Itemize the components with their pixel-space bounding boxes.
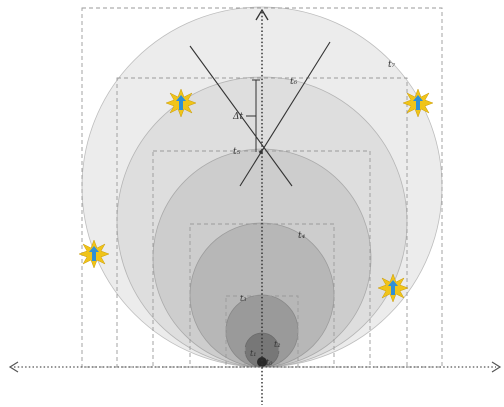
label-t3: t₃	[240, 294, 246, 303]
cone-line-left	[189, 45, 293, 187]
delta-t-bracket	[246, 79, 260, 152]
label-t7: t₇	[388, 60, 396, 70]
arrow-up-icon	[255, 8, 269, 21]
label-t0: t₀	[266, 358, 273, 367]
vertical-axis	[255, 8, 269, 405]
arrow-right-icon	[491, 361, 502, 373]
starburst-up-arrow-icon	[78, 239, 110, 269]
starburst-up-arrow-icon	[402, 88, 434, 118]
label-t5: t₅	[233, 147, 241, 157]
arrow-left-icon	[8, 361, 19, 373]
label-t4: t₄	[298, 231, 306, 241]
label-t1: t₁	[250, 349, 256, 358]
cone-lines	[189, 41, 331, 187]
label-t2: t₂	[274, 340, 280, 349]
starburst-up-arrow-icon	[165, 88, 197, 118]
starburst-up-arrow-icon	[377, 273, 409, 303]
circle-t0	[257, 357, 267, 367]
t5-point	[259, 150, 263, 154]
horizontal-axis	[8, 361, 502, 373]
label-delta-t: Δt	[232, 112, 243, 122]
label-t6: t₆	[290, 77, 298, 87]
cone-line-right	[239, 41, 331, 187]
